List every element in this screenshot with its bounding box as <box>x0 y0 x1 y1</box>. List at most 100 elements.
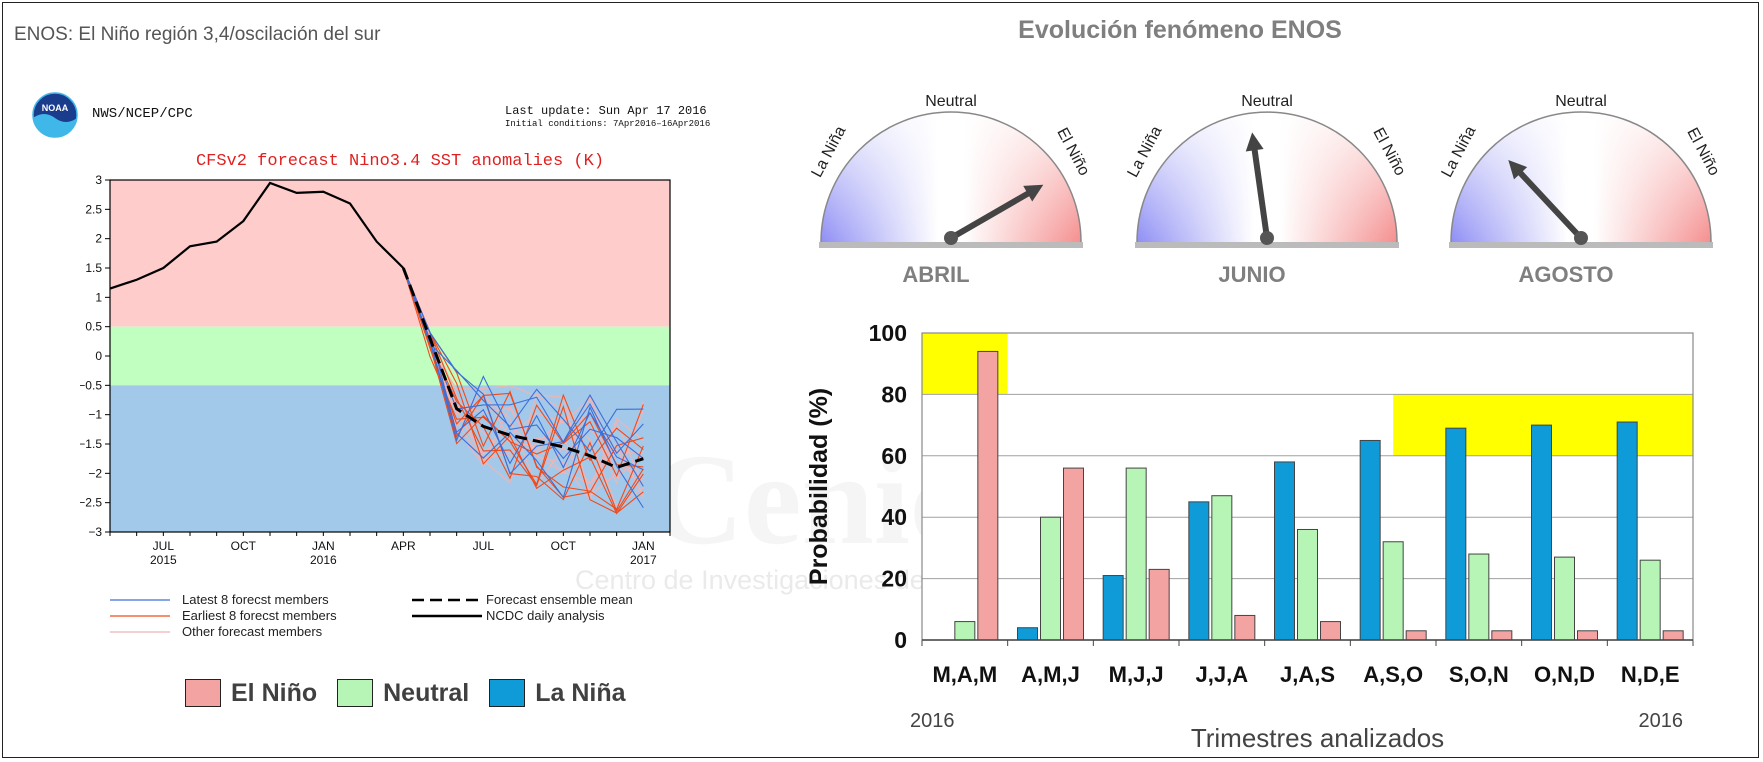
bar-lanina <box>1017 627 1038 641</box>
gauge-face-fade <box>1137 112 1397 242</box>
state-legend-label: El Niño <box>231 678 318 707</box>
cfs-forecast-chart: 32.521.510.50−0.5−1−1.5−2−2.5−3JUL2015OC… <box>80 173 671 567</box>
initial-conditions: Initial conditions: 7Apr2016–16Apr2016 <box>505 119 711 129</box>
legend-latest: Latest 8 forecst members <box>182 592 329 607</box>
y-tick-label: −1 <box>88 408 102 422</box>
state-legend: El Niño Neutral La Niña <box>185 676 646 710</box>
gauge-needle-tip <box>1508 160 1528 180</box>
y-tick-label: 0 <box>95 349 102 363</box>
ensemble-member-line <box>402 267 644 460</box>
cfs-chart-title: CFSv2 forecast Nino3.4 SST anomalies (K) <box>195 152 605 171</box>
gauge-month-label: JUNIO <box>1218 262 1285 287</box>
x-tick-year: 2017 <box>630 553 657 567</box>
bar-elnino <box>1662 630 1684 641</box>
bar-category-label: N,D,E <box>1621 662 1680 687</box>
bar-elnino <box>977 350 999 641</box>
bar-lanina <box>1188 501 1210 641</box>
gauge-month-label: ABRIL <box>902 262 969 287</box>
gauge-section-title: Evolución fenómeno ENOS <box>1018 16 1342 44</box>
bar-neutral <box>1125 467 1147 641</box>
probability-bar-chart: 0 20 40 60 80 100 M,A,M A,M,J M,J,J J,J,A J,A,S A,S… <box>805 320 1694 753</box>
x-tick-label: JAN <box>312 539 335 553</box>
bar-neutral <box>1639 559 1661 641</box>
x-tick-label: OCT <box>231 539 257 553</box>
bar-elnino <box>1063 467 1084 641</box>
y-tick-label: −2 <box>88 466 102 480</box>
bar-category-label: M,A,M <box>932 662 997 687</box>
y-tick-label: −2.5 <box>80 496 102 510</box>
bar-y-tick-label: 20 <box>881 566 907 592</box>
ensemble-member-line <box>402 267 644 453</box>
ensemble-member-line <box>402 267 644 468</box>
y-tick-label: 0.5 <box>85 320 102 334</box>
state-legend-label: Neutral <box>383 678 470 707</box>
noaa-logo-icon: NOAA <box>32 92 78 138</box>
bar-category-label: J,J,A <box>1196 662 1249 687</box>
y-tick-label: 1.5 <box>85 261 102 275</box>
cfs-legend: Latest 8 forecst members Earliest 8 fore… <box>110 592 633 639</box>
gauge-face-fade <box>1451 112 1711 242</box>
gauge-arc <box>820 111 1082 243</box>
y-tick-label: 1 <box>95 290 102 304</box>
bar-category-label: O,N,D <box>1534 662 1595 687</box>
bar-neutral <box>1297 528 1318 641</box>
gauge-hub <box>944 231 958 245</box>
page-title: ENOS: El Niño región 3,4/oscilación del … <box>14 24 381 45</box>
bar-lanina <box>1359 439 1381 641</box>
band-neutral <box>110 326 670 386</box>
bar-y-tick-label: 0 <box>894 627 907 653</box>
y-tick-label: 2 <box>95 232 102 246</box>
bar-elnino <box>1405 630 1427 641</box>
bar-lanina <box>1531 424 1552 641</box>
x-tick-label: JAN <box>632 539 655 553</box>
x-tick-label: APR <box>391 539 416 553</box>
bar-lanina <box>1445 427 1467 641</box>
y-tick-label: −1.5 <box>80 437 102 451</box>
bar-category-label: J,A,S <box>1280 662 1335 687</box>
gauge-arc <box>1136 111 1398 243</box>
bar-category-label: M,J,J <box>1109 662 1164 687</box>
ensemble-member-line <box>402 267 644 454</box>
bar-neutral <box>1040 516 1061 641</box>
bar-y-tick-label: 60 <box>881 443 907 469</box>
bar-lanina <box>1102 575 1124 641</box>
state-legend-swatch <box>489 679 526 707</box>
bar-year-start: 2016 <box>910 710 955 732</box>
gauge-needle <box>1251 147 1270 241</box>
y-tick-label: −3 <box>88 525 102 539</box>
y-tick-label: 3 <box>95 173 102 187</box>
bar-elnino <box>1320 621 1341 641</box>
bar-lanina <box>1616 421 1638 641</box>
bar-neutral <box>1554 556 1575 641</box>
y-tick-label: 2.5 <box>85 202 102 216</box>
x-tick-label: JUL <box>153 539 175 553</box>
watermark-subtitle: Centro de Investigaciones de Café <box>575 565 990 595</box>
bar-year-end: 2016 <box>1639 710 1684 732</box>
bar-lanina <box>1274 461 1295 641</box>
bar-category-label: S,O,N <box>1449 662 1509 687</box>
bar-elnino <box>1234 614 1256 641</box>
ncdc-analysis-line <box>109 181 405 290</box>
state-legend-item: La Niña <box>489 679 626 708</box>
bar-y-tick-label: 100 <box>869 320 907 346</box>
bar-elnino <box>1148 568 1170 641</box>
legend-ensemble-mean: Forecast ensemble mean <box>486 592 633 607</box>
agency-label: NWS/NCEP/CPC <box>92 106 193 122</box>
ensemble-member-line <box>402 267 644 509</box>
y-tick-label: −0.5 <box>80 378 102 392</box>
bar-neutral <box>1382 541 1404 641</box>
bar-category-label: A,S,O <box>1363 662 1423 687</box>
bar-neutral <box>1211 495 1233 641</box>
state-legend-swatch <box>185 679 221 707</box>
gauge-needle-tip <box>1245 132 1264 152</box>
gauge-needle <box>1517 170 1584 241</box>
bar-y-tick-label: 40 <box>881 504 907 530</box>
legend-ncdc: NCDC daily analysis <box>486 608 605 623</box>
gauge-face-fade <box>821 112 1081 242</box>
gauge-needle-tip <box>1023 184 1044 202</box>
